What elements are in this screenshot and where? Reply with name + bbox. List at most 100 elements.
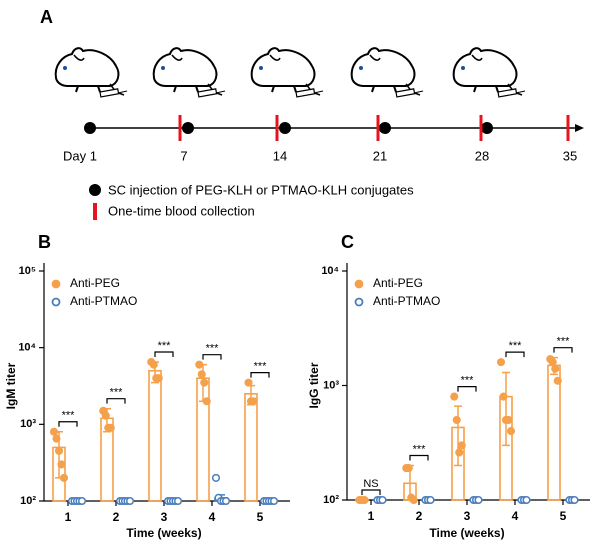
data-point — [409, 495, 418, 505]
data-point — [378, 495, 387, 505]
significance-bracket — [505, 351, 525, 358]
significance-label: *** — [158, 340, 172, 352]
timeline-label: 21 — [373, 148, 387, 163]
data-point — [49, 427, 59, 436]
data-point — [570, 495, 579, 505]
timeline-label: Day 1 — [63, 148, 97, 163]
y-axis-label: IgG titer — [307, 362, 321, 408]
y-axis-label: IgM titer — [4, 362, 18, 409]
legend-label: Anti-PTMAO — [70, 294, 137, 308]
data-point — [54, 446, 64, 455]
data-point — [506, 427, 516, 436]
x-tick-label: 2 — [113, 510, 120, 524]
data-point — [426, 495, 435, 505]
data-point — [77, 496, 87, 506]
mouse-icon — [250, 47, 324, 98]
significance-label: *** — [206, 343, 220, 355]
significance-bracket — [202, 354, 222, 360]
panel-label: C — [341, 232, 354, 252]
legend-marker — [51, 297, 61, 307]
significance-bracket — [409, 454, 429, 461]
x-tick-label: 1 — [368, 509, 375, 523]
significance-label: *** — [110, 387, 124, 399]
timeline-label: 28 — [475, 148, 489, 163]
significance-label: *** — [509, 340, 523, 352]
data-point — [499, 392, 508, 401]
data-point — [173, 496, 183, 506]
significance-bracket — [457, 385, 477, 392]
y-tick-label: 10⁴ — [18, 342, 36, 354]
x-tick-label: 1 — [65, 510, 72, 524]
data-point — [504, 415, 513, 425]
data-point — [496, 358, 506, 367]
data-point — [249, 397, 258, 406]
data-point — [455, 448, 464, 457]
data-point — [154, 374, 163, 383]
data-point — [211, 473, 221, 482]
y-tick-label: 10² — [20, 495, 36, 507]
data-point — [52, 434, 61, 443]
data-point — [101, 411, 110, 420]
legend-marker — [354, 297, 364, 307]
data-point — [360, 495, 369, 505]
bar — [547, 364, 561, 501]
data-point — [106, 423, 115, 432]
panel-label: B — [38, 232, 51, 252]
x-tick-label: 4 — [209, 510, 216, 524]
bar — [244, 393, 258, 502]
x-axis-label: Time (weeks) — [126, 526, 201, 540]
timeline-label: 14 — [273, 148, 287, 163]
panel-label: A — [40, 7, 53, 27]
x-axis-label: Time (weeks) — [429, 526, 504, 540]
data-point — [195, 360, 204, 369]
x-tick-label: 5 — [560, 509, 567, 523]
legend-label: Anti-PEG — [70, 276, 120, 290]
significance-bracket — [154, 351, 174, 358]
y-tick-label: 10³ — [20, 418, 36, 430]
significance-label: *** — [557, 336, 571, 348]
significance-bracket — [553, 347, 573, 353]
significance-label: *** — [413, 443, 427, 455]
data-point — [450, 392, 459, 401]
x-tick-label: 5 — [257, 510, 264, 524]
data-point — [197, 370, 206, 379]
legend-marker — [51, 279, 61, 289]
mouse-icon — [54, 47, 128, 98]
data-point — [551, 364, 560, 373]
significance-bracket — [58, 421, 78, 427]
timeline-label: 35 — [563, 148, 577, 163]
mouse-icon — [350, 47, 424, 98]
significance-label: NS — [363, 478, 378, 490]
legend-label: Anti-PTMAO — [373, 294, 440, 308]
error-bar — [454, 405, 462, 467]
y-tick-label: 10⁴ — [321, 265, 339, 277]
data-point — [548, 358, 557, 367]
x-tick-label: 3 — [464, 509, 471, 523]
data-point — [59, 473, 69, 482]
data-point — [457, 441, 466, 450]
data-point — [474, 495, 483, 505]
data-point — [452, 415, 461, 425]
significance-bracket — [361, 489, 381, 495]
legend-text: One-time blood collection — [108, 203, 255, 218]
significance-bracket — [106, 398, 126, 404]
data-point — [57, 460, 66, 469]
legend-label: Anti-PEG — [373, 276, 423, 290]
data-point — [202, 397, 211, 406]
legend-text: SC injection of PEG-KLH or PTMAO-KLH con… — [108, 182, 414, 197]
data-point — [553, 376, 562, 385]
mouse-icon — [452, 47, 526, 98]
timeline-label: 7 — [180, 148, 187, 163]
legend-bar — [93, 203, 97, 220]
x-tick-label: 4 — [512, 509, 519, 523]
legend-marker — [354, 279, 364, 289]
x-tick-label: 3 — [161, 510, 168, 524]
y-tick-label: 10³ — [323, 379, 339, 391]
x-tick-label: 2 — [416, 509, 423, 523]
data-point — [149, 360, 158, 369]
data-point — [244, 378, 253, 387]
y-tick-label: 10² — [323, 494, 339, 506]
injection-dots — [84, 122, 493, 134]
legend-dot — [89, 184, 101, 196]
collection-ticks — [178, 115, 570, 141]
